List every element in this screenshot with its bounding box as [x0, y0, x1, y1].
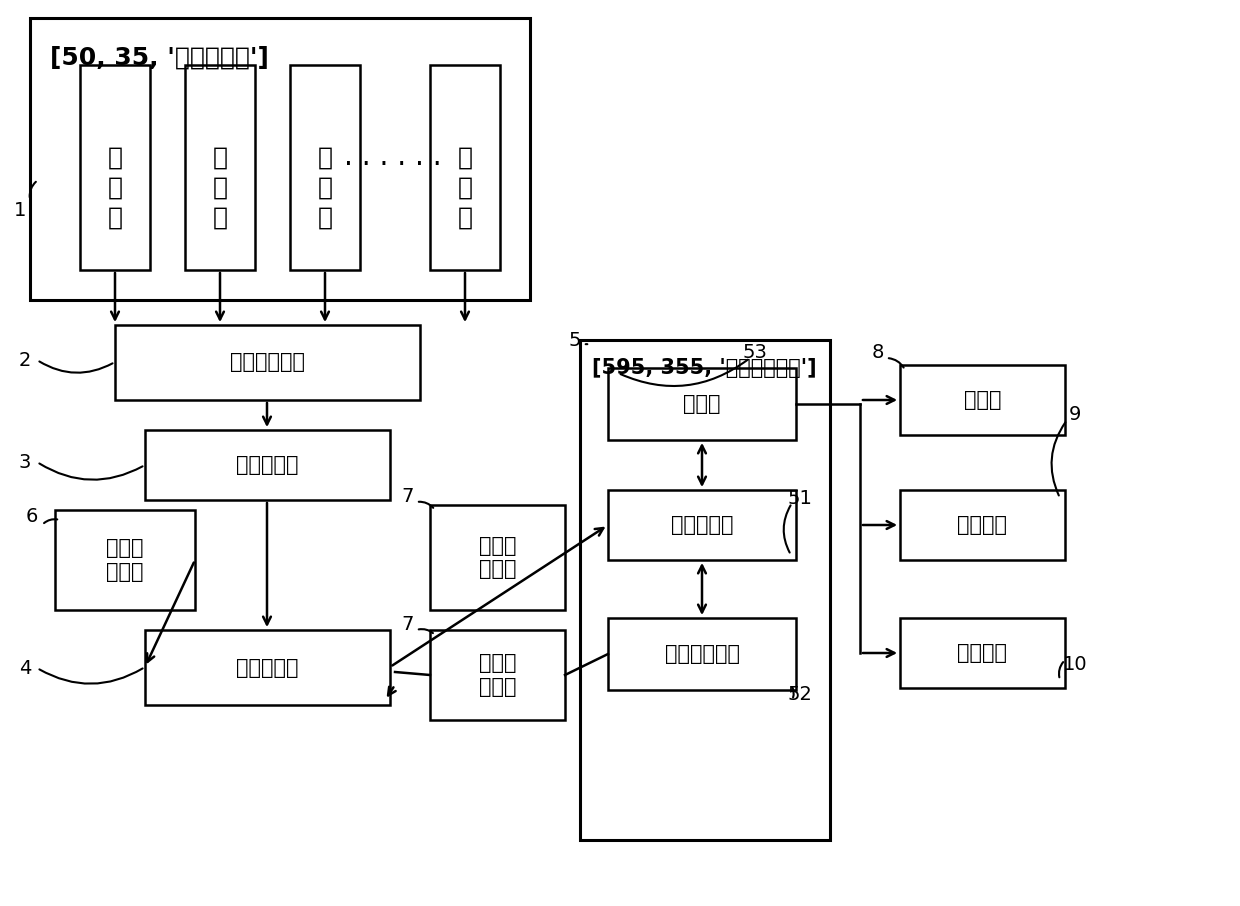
Text: 10: 10	[1063, 656, 1087, 674]
Bar	[580, 340, 830, 840]
Text: 远程数据库: 远程数据库	[671, 515, 733, 535]
Text: 智能手机: 智能手机	[957, 643, 1007, 663]
Text: 5: 5	[569, 331, 582, 350]
Bar	[430, 630, 565, 720]
Bar	[145, 630, 391, 705]
Text: 7: 7	[402, 487, 414, 506]
Bar	[900, 490, 1065, 560]
Text: 传: 传	[108, 146, 123, 169]
Text: 传: 传	[317, 146, 332, 169]
Text: 53: 53	[743, 343, 768, 362]
Text: 现场通
信模块: 现场通 信模块	[107, 538, 144, 582]
Bar	[55, 510, 195, 610]
Text: 远程通
信模块: 远程通 信模块	[479, 653, 516, 697]
Bar	[608, 490, 796, 560]
Text: 本地客户端: 本地客户端	[237, 658, 299, 678]
Text: 2: 2	[19, 351, 31, 370]
Text: 1: 1	[14, 200, 26, 219]
Text: 数据采集模块: 数据采集模块	[229, 352, 305, 372]
Bar	[430, 505, 565, 610]
Text: 52: 52	[787, 686, 812, 705]
Bar	[185, 65, 255, 270]
Bar	[900, 365, 1065, 435]
Bar	[608, 368, 796, 440]
Text: 远程通
信模块: 远程通 信模块	[479, 536, 516, 579]
Bar	[115, 325, 420, 400]
Text: 传: 传	[212, 146, 227, 169]
Text: 器: 器	[317, 206, 332, 229]
Bar	[290, 65, 360, 270]
Bar	[430, 65, 500, 270]
Text: 浏览器: 浏览器	[963, 390, 1001, 410]
Text: 3: 3	[19, 452, 31, 471]
Text: [595, 355, '故障诊断中心']: [595, 355, '故障诊断中心']	[591, 358, 817, 378]
Text: 本地数据库: 本地数据库	[237, 455, 299, 475]
Text: 感: 感	[458, 176, 472, 199]
Bar	[145, 430, 391, 500]
Text: 器: 器	[108, 206, 123, 229]
Text: 平板电脑: 平板电脑	[957, 515, 1007, 535]
Text: 传: 传	[458, 146, 472, 169]
Text: 感: 感	[317, 176, 332, 199]
Text: [50, 35, '低速柴油机']: [50, 35, '低速柴油机']	[50, 46, 269, 70]
Text: 感: 感	[108, 176, 123, 199]
Bar	[30, 18, 529, 300]
Text: 云平台: 云平台	[683, 394, 720, 414]
Text: 器: 器	[212, 206, 227, 229]
Text: 器: 器	[458, 206, 472, 229]
Text: 9: 9	[1069, 406, 1081, 425]
Bar	[608, 618, 796, 690]
Text: 7: 7	[402, 615, 414, 634]
Text: · · · · · ·: · · · · · ·	[345, 151, 441, 179]
Bar	[900, 618, 1065, 688]
Text: 51: 51	[787, 488, 812, 507]
Text: 故障诊断模块: 故障诊断模块	[665, 644, 739, 664]
Text: 6: 6	[26, 507, 38, 526]
Text: 4: 4	[19, 659, 31, 678]
Bar	[81, 65, 150, 270]
Text: 8: 8	[872, 343, 884, 362]
Text: 感: 感	[212, 176, 227, 199]
